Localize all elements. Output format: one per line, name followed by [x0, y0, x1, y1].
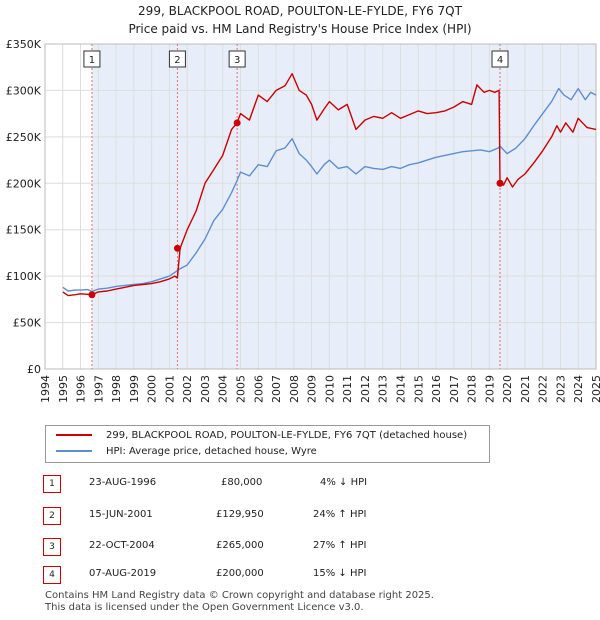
transaction-number-label: 1: [89, 55, 95, 66]
table-row: 4 07-AUG-2019 £200,000 15% ↓ HPI: [43, 566, 443, 586]
transaction-number-badge: 3: [43, 538, 61, 556]
transaction-point: [173, 244, 181, 252]
price-paid-line: [62, 73, 597, 297]
y-tick-label: £300K: [6, 84, 42, 97]
transaction-point: [88, 291, 96, 299]
x-tick-label: 2020: [501, 375, 514, 403]
chart-legend: 299, BLACKPOOL ROAD, POULTON-LE-FYLDE, F…: [45, 425, 490, 463]
footer-attribution: Contains HM Land Registry data © Crown c…: [45, 590, 434, 614]
x-tick-label: 2025: [590, 375, 600, 403]
x-tick-label: 1995: [57, 375, 70, 403]
x-tick-label: 2000: [146, 375, 159, 403]
transaction-price: £200,000: [216, 568, 264, 579]
y-tick-label: £350K: [6, 38, 42, 51]
x-tick-label: 2017: [448, 375, 461, 403]
footer-line-copyright: Contains HM Land Registry data © Crown c…: [45, 590, 434, 601]
x-tick-label: 2008: [288, 375, 301, 403]
transaction-hpi-diff: 15% ↓ HPI: [313, 568, 367, 579]
transaction-date: 22-OCT-2004: [89, 540, 155, 551]
x-tick-label: 2001: [163, 375, 176, 403]
y-tick-label: £0: [27, 363, 41, 376]
transaction-number-box: [228, 50, 246, 68]
pre-data-area: [45, 44, 53, 369]
x-tick-label: 2016: [430, 375, 443, 403]
transaction-number-label: 3: [234, 55, 240, 66]
transaction-date: 07-AUG-2019: [89, 568, 157, 579]
x-tick-label: 2014: [394, 375, 407, 403]
legend-swatch-price: [56, 434, 92, 436]
legend-item-hpi: HPI: Average price, detached house, Wyre: [56, 444, 317, 460]
table-row: 3 22-OCT-2004 £265,000 27% ↑ HPI: [43, 538, 443, 558]
x-tick-label: 2013: [377, 375, 390, 403]
x-tick-label: 1998: [110, 375, 123, 403]
x-tick-label: 2010: [323, 375, 336, 403]
x-tick-label: 2007: [270, 375, 283, 403]
y-tick-label: £100K: [6, 270, 42, 283]
x-tick-label: 2003: [199, 375, 212, 403]
x-tick-label: 2002: [181, 375, 194, 403]
x-tick-label: 2024: [572, 375, 585, 403]
ownership-period-shade: [177, 44, 238, 369]
x-tick-label: 1994: [39, 375, 52, 403]
transaction-number-label: 2: [174, 55, 180, 66]
x-tick-label: 2015: [412, 375, 425, 403]
x-tick-label: 2011: [341, 375, 354, 403]
table-row: 2 15-JUN-2001 £129,950 24% ↑ HPI: [43, 507, 443, 527]
y-tick-label: £200K: [6, 177, 42, 190]
x-tick-label: 2009: [306, 375, 319, 403]
transaction-price: £129,950: [216, 509, 264, 520]
x-tick-label: 1999: [128, 375, 141, 403]
transaction-hpi-diff: 24% ↑ HPI: [313, 509, 367, 520]
x-tick-label: 1997: [92, 375, 105, 403]
chart-subtitle: Price paid vs. HM Land Registry's House …: [128, 22, 472, 36]
x-tick-label: 2019: [483, 375, 496, 403]
legend-item-price: 299, BLACKPOOL ROAD, POULTON-LE-FYLDE, F…: [56, 428, 467, 444]
x-tick-label: 2006: [252, 375, 265, 403]
footer-line-licence: This data is licensed under the Open Gov…: [45, 602, 364, 613]
transaction-hpi-diff: 4% ↓ HPI: [320, 477, 368, 488]
ownership-period-shade: [500, 44, 596, 369]
transaction-date: 23-AUG-1996: [89, 477, 157, 488]
transaction-number-label: 4: [497, 55, 503, 66]
chart-title: 299, BLACKPOOL ROAD, POULTON-LE-FYLDE, F…: [138, 4, 462, 18]
transaction-hpi-diff: 27% ↑ HPI: [313, 540, 367, 551]
x-tick-label: 1996: [75, 375, 88, 403]
table-row: 1 23-AUG-1996 £80,000 4% ↓ HPI: [43, 475, 443, 495]
transaction-number-badge: 2: [43, 507, 61, 525]
transaction-number-badge: 1: [43, 475, 61, 493]
x-tick-label: 2022: [537, 375, 550, 403]
transaction-number-box: [491, 50, 509, 68]
ownership-period-shade: [237, 44, 501, 369]
x-tick-label: 2018: [466, 375, 479, 403]
transaction-point: [233, 119, 241, 127]
y-tick-label: £50K: [13, 317, 42, 330]
legend-label-hpi: HPI: Average price, detached house, Wyre: [106, 446, 317, 457]
transaction-number-box: [83, 50, 101, 68]
transaction-number-box: [168, 50, 186, 68]
x-tick-label: 2005: [235, 375, 248, 403]
transaction-price: £265,000: [216, 540, 264, 551]
x-tick-label: 2012: [359, 375, 372, 403]
transaction-date: 15-JUN-2001: [89, 509, 153, 520]
transaction-number-badge: 4: [43, 566, 61, 584]
plot-frame: [44, 43, 597, 370]
ownership-period-shade: [91, 44, 178, 369]
transaction-price: £80,000: [221, 477, 263, 488]
x-tick-label: 2021: [519, 375, 532, 403]
hpi-line: [62, 87, 597, 293]
y-tick-label: £250K: [6, 131, 42, 144]
legend-label-price: 299, BLACKPOOL ROAD, POULTON-LE-FYLDE, F…: [106, 430, 468, 441]
x-tick-label: 2023: [554, 375, 567, 403]
x-tick-label: 2004: [217, 375, 230, 403]
price-chart: £0 £50K £100K £150K £200K £250K £300K £350K 1994…: [6, 38, 600, 403]
y-tick-label: £150K: [6, 224, 42, 237]
transaction-point: [496, 179, 504, 187]
legend-swatch-hpi: [56, 450, 92, 452]
